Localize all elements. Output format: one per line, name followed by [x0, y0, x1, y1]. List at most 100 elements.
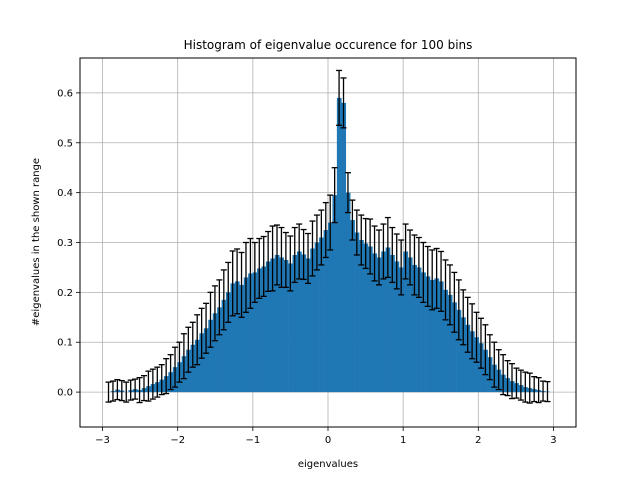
error-bar: [251, 241, 258, 303]
error-bar: [282, 231, 289, 289]
error-bar: [460, 289, 467, 346]
error-bar: [504, 360, 511, 397]
error-bar: [123, 381, 130, 403]
histogram-bar: [203, 328, 209, 393]
error-bar: [327, 194, 334, 251]
histogram-bar: [332, 195, 338, 393]
histogram-bar: [407, 257, 413, 393]
error-bar: [176, 341, 183, 383]
histogram-bar: [270, 258, 276, 393]
error-bar: [433, 247, 440, 309]
error-bar: [274, 224, 281, 286]
histogram-bar: [279, 257, 284, 393]
error-bar: [340, 77, 347, 129]
error-bar: [393, 233, 400, 290]
error-bar: [260, 235, 267, 298]
error-bar: [411, 234, 418, 296]
histogram-bar: [447, 294, 453, 393]
error-bars: [105, 69, 551, 404]
histogram-bar: [381, 251, 386, 393]
error-bar: [105, 381, 112, 403]
error-bar: [180, 333, 187, 380]
x-tick-label: 1: [400, 435, 406, 446]
error-bar: [203, 302, 210, 354]
histogram-bar: [465, 324, 471, 393]
histogram-bar: [390, 254, 395, 393]
histogram-bar: [328, 222, 333, 393]
histogram-bar: [252, 272, 258, 393]
histogram-bar: [429, 279, 435, 393]
error-bar: [500, 354, 507, 396]
error-bar: [442, 259, 449, 321]
histogram-bar: [217, 307, 222, 393]
error-bar: [455, 279, 462, 341]
histogram-bar: [301, 254, 307, 393]
y-axis-ticks: 0.0 0.1 0.2 0.3 0.4 0.5 0.6: [57, 88, 80, 399]
error-bar: [371, 225, 378, 282]
histogram-bar: [359, 240, 364, 393]
histogram-bar: [434, 278, 440, 393]
histogram-bar: [412, 264, 417, 393]
error-bar: [451, 271, 458, 333]
error-bar: [300, 228, 307, 281]
error-bar: [256, 237, 263, 299]
histogram-bar: [345, 192, 351, 393]
error-bar: [477, 317, 484, 369]
error-bar: [167, 354, 174, 391]
error-bar: [136, 376, 143, 404]
error-bar: [313, 214, 320, 271]
error-bar: [429, 249, 436, 311]
histogram-bar: [199, 333, 205, 393]
error-bar: [149, 368, 156, 400]
histogram-bar: [319, 237, 324, 393]
y-tick-label: 0.5: [57, 138, 73, 149]
error-bar: [535, 376, 542, 404]
error-bar: [336, 69, 343, 126]
error-bar: [220, 269, 227, 331]
error-bar: [229, 250, 236, 317]
histogram-bar: [305, 258, 311, 393]
histogram-bar: [243, 277, 249, 393]
y-tick-label: 0.0: [57, 388, 73, 399]
histogram-bar: [452, 302, 457, 393]
histogram-bar: [394, 261, 400, 393]
histogram-bar: [341, 102, 347, 393]
error-bar: [198, 307, 205, 359]
histogram-bar: [230, 283, 236, 393]
error-bar: [234, 248, 241, 315]
histogram-bar: [438, 281, 444, 393]
error-bar: [491, 341, 498, 388]
histogram-bar: [226, 292, 231, 393]
histogram-bar: [310, 248, 315, 393]
y-tick-label: 0.2: [57, 288, 73, 299]
histogram-bar: [283, 259, 289, 393]
histogram-bar: [265, 261, 271, 393]
x-axis-label: eigenvalues: [298, 459, 358, 470]
error-bar: [517, 369, 524, 401]
x-tick-label: −2: [170, 435, 185, 446]
chart-title: Histogram of eigenvalue occurence for 10…: [184, 38, 473, 52]
error-bar: [207, 291, 214, 348]
error-bar: [495, 349, 502, 391]
error-bar: [194, 314, 201, 366]
histogram-bar: [443, 289, 449, 393]
error-bar: [225, 261, 232, 323]
error-bar: [389, 226, 396, 284]
error-bar: [309, 220, 316, 277]
error-bar: [127, 379, 134, 401]
error-bar: [211, 285, 218, 342]
x-tick-label: 0: [325, 435, 331, 446]
error-bar: [398, 239, 405, 296]
x-axis-ticks: −3 −2 −1 0 1 2 3: [95, 427, 557, 446]
error-bar: [473, 311, 480, 363]
histogram-bar: [208, 319, 214, 393]
error-bar: [238, 251, 245, 318]
histogram-bar: [456, 309, 462, 393]
error-bar: [172, 346, 179, 388]
error-bar: [344, 172, 351, 214]
x-tick-label: −1: [245, 435, 260, 446]
histogram-bar: [469, 331, 475, 393]
error-bar: [305, 232, 312, 285]
histogram-bar: [314, 242, 320, 393]
